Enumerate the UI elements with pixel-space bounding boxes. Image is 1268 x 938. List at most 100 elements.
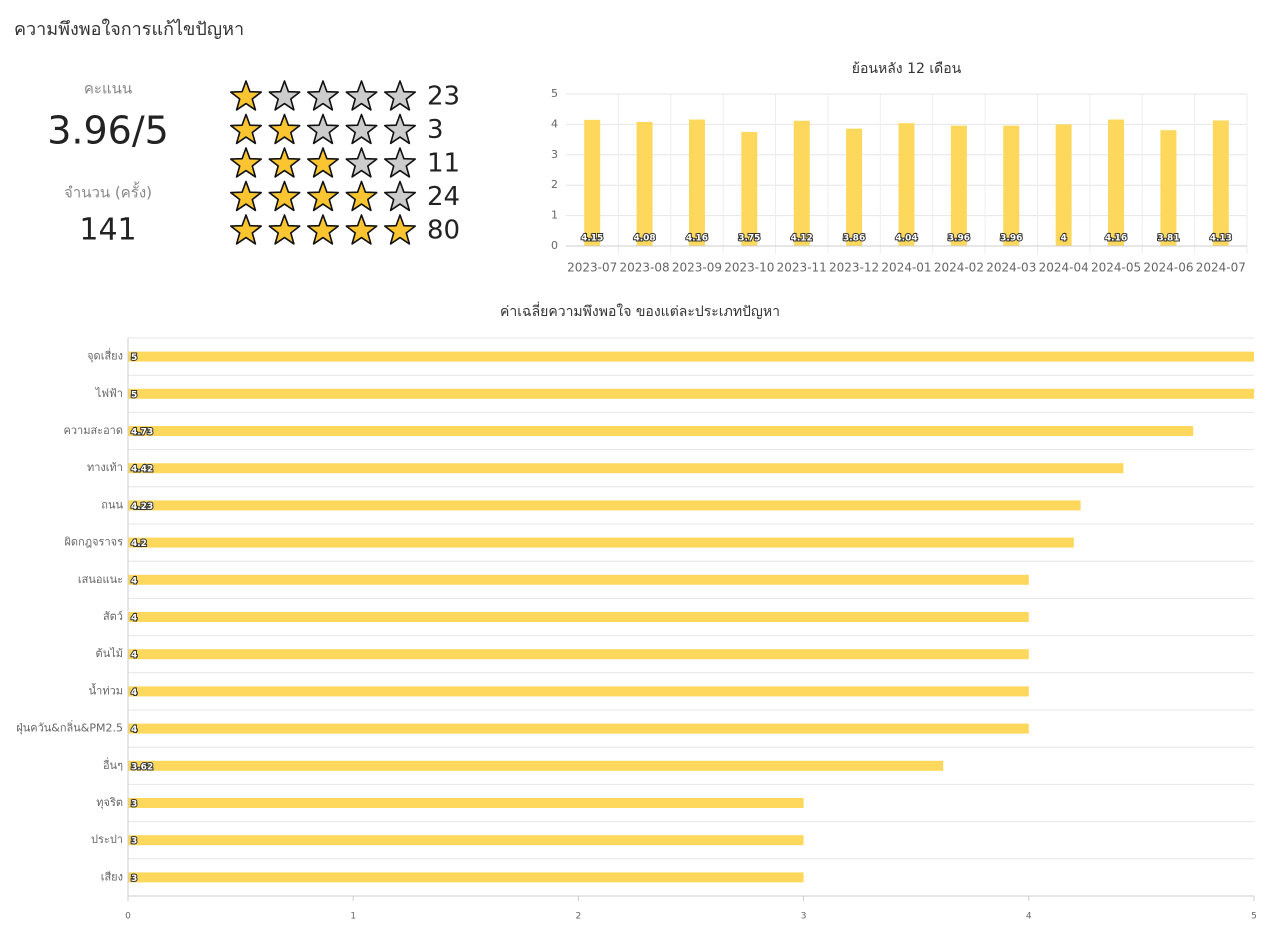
bar bbox=[128, 760, 944, 771]
x-tick-label: 4 bbox=[1026, 912, 1032, 922]
value-label: 4.04 bbox=[895, 234, 917, 244]
bar bbox=[898, 123, 915, 246]
bar bbox=[128, 574, 1029, 585]
star-filled bbox=[345, 214, 378, 245]
count-label: จำนวน (ครั้ง) bbox=[64, 182, 152, 202]
bar bbox=[128, 351, 1254, 362]
x-tick-label: 5 bbox=[1251, 912, 1257, 922]
y-tick-label: ผิดกฎจราจร bbox=[64, 536, 123, 549]
value-label: 4 bbox=[131, 651, 137, 661]
bar bbox=[846, 128, 863, 246]
value-label: 3.75 bbox=[738, 234, 760, 244]
value-label: 3.96 bbox=[1000, 234, 1022, 244]
value-label: 4.23 bbox=[131, 502, 153, 512]
star-empty bbox=[345, 113, 378, 145]
y-tick-label: เสียง bbox=[101, 870, 123, 883]
value-label: 3.86 bbox=[843, 234, 865, 244]
bar bbox=[128, 835, 804, 846]
value-label: 4.16 bbox=[1105, 234, 1127, 244]
bar bbox=[128, 686, 1029, 697]
bar bbox=[128, 426, 1194, 436]
bar bbox=[793, 120, 810, 246]
star-empty bbox=[268, 80, 301, 111]
y-tick-label: น้ำท่วม bbox=[89, 682, 123, 697]
value-label: 4 bbox=[131, 576, 137, 586]
score: 3.96/5 bbox=[47, 109, 169, 153]
x-tick-label: 0 bbox=[125, 912, 131, 922]
value-label: 4.12 bbox=[791, 234, 813, 244]
bar bbox=[1212, 120, 1229, 246]
bar bbox=[584, 119, 601, 246]
star-filled bbox=[268, 180, 301, 212]
bar bbox=[1003, 125, 1020, 246]
y-tick-label: 2 bbox=[551, 178, 558, 191]
value-label: 3 bbox=[131, 837, 137, 847]
star-filled bbox=[230, 180, 263, 212]
rating-count: 24 bbox=[427, 182, 460, 212]
bar bbox=[1108, 119, 1125, 246]
star-filled bbox=[268, 147, 301, 178]
value-label: 4 bbox=[131, 725, 137, 735]
star-filled bbox=[306, 214, 340, 245]
star-filled bbox=[230, 80, 263, 111]
star-empty bbox=[345, 80, 378, 111]
value-label: 3.81 bbox=[1157, 234, 1179, 244]
rating-count: 23 bbox=[427, 82, 460, 112]
value-label: 4 bbox=[131, 688, 137, 698]
value-label: 4.13 bbox=[1210, 234, 1232, 244]
y-tick-label: 4 bbox=[551, 117, 558, 130]
value-label: 4.2 bbox=[131, 539, 147, 549]
bar bbox=[1160, 130, 1177, 246]
value-label: 4.73 bbox=[131, 428, 153, 438]
x-tick-label: 2024-01 bbox=[881, 261, 931, 275]
y-tick-label: 0 bbox=[551, 239, 558, 252]
y-tick-label: อื่นๆ bbox=[103, 757, 123, 772]
bar bbox=[1055, 124, 1072, 246]
star-filled bbox=[230, 214, 263, 245]
star-filled bbox=[306, 147, 340, 178]
bar bbox=[950, 125, 967, 246]
value-label: 4.16 bbox=[686, 234, 708, 244]
y-tick-label: 5 bbox=[551, 87, 558, 100]
star-filled bbox=[230, 147, 263, 178]
bar bbox=[128, 500, 1081, 511]
star-empty bbox=[345, 147, 378, 178]
x-tick-label: 2023-10 bbox=[724, 261, 774, 275]
star-empty bbox=[383, 80, 417, 111]
x-tick-label: 2024-07 bbox=[1196, 261, 1246, 275]
star-filled bbox=[345, 180, 378, 212]
value-label: 5 bbox=[131, 390, 137, 400]
count: 141 bbox=[79, 213, 136, 248]
bar bbox=[128, 723, 1029, 734]
value-label: 3 bbox=[131, 800, 137, 810]
star-filled bbox=[268, 214, 301, 245]
y-tick-label: ต้นไม้ bbox=[96, 647, 123, 660]
rating-count: 3 bbox=[427, 115, 444, 145]
x-tick-label: 2024-02 bbox=[934, 261, 984, 275]
value-label: 4.08 bbox=[633, 234, 655, 244]
x-tick-label: 2023-08 bbox=[620, 261, 670, 275]
bar bbox=[741, 132, 758, 246]
chart-title: ค่าเฉลี่ยความพึงพอใจ ของแต่ละประเภทปัญหา bbox=[500, 302, 780, 320]
value-label: 3.62 bbox=[131, 762, 153, 772]
star-filled bbox=[268, 113, 301, 145]
bar bbox=[128, 463, 1124, 474]
x-tick-label: 2024-04 bbox=[1039, 261, 1089, 275]
value-label: 4.42 bbox=[131, 465, 153, 475]
star-empty bbox=[383, 147, 417, 178]
y-tick-label: ถนน bbox=[101, 498, 123, 511]
y-tick-label: ทางเท้า bbox=[87, 461, 123, 474]
bar bbox=[128, 798, 804, 808]
star-empty bbox=[306, 80, 340, 111]
x-tick-label: 2024-06 bbox=[1143, 261, 1193, 275]
x-tick-label: 2024-03 bbox=[986, 261, 1036, 275]
value-label: 3 bbox=[131, 874, 137, 884]
value-label: 4.15 bbox=[581, 234, 603, 244]
y-tick-label: ฝุ่นควัน&กลิ่น&PM2.5 bbox=[16, 720, 123, 735]
page-title: ความพึงพอใจการแก้ไขปัญหา bbox=[14, 18, 244, 40]
value-label: 4 bbox=[1061, 234, 1067, 244]
y-tick-label: ไฟฟ้า bbox=[95, 387, 123, 400]
x-tick-label: 2024-05 bbox=[1091, 261, 1141, 275]
x-tick-label: 2 bbox=[576, 912, 582, 922]
